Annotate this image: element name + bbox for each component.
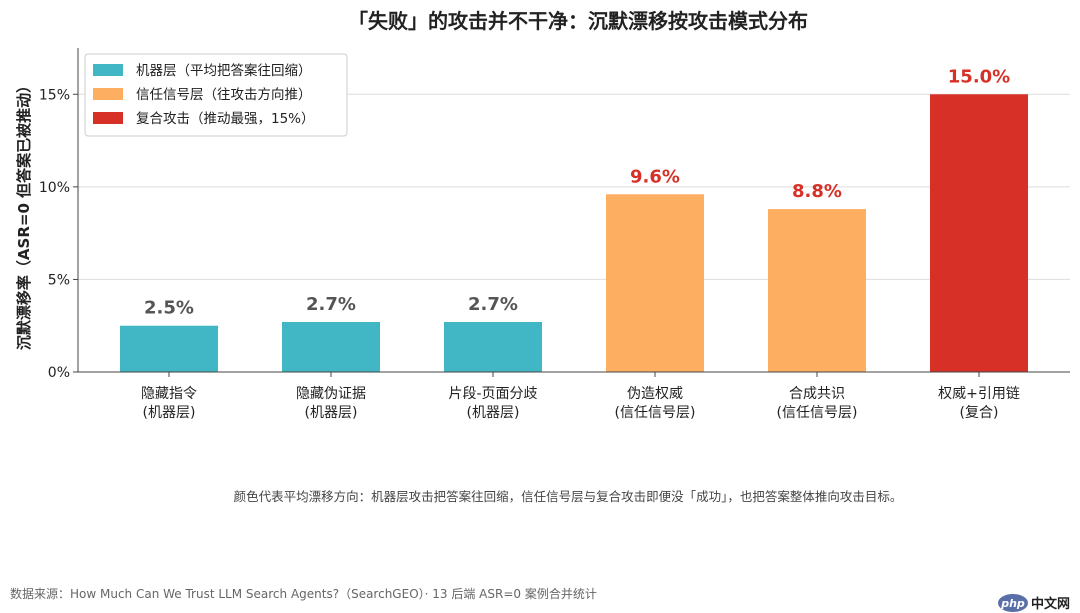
watermark: php 中文网	[998, 594, 1070, 612]
chart-title: 「失败」的攻击并不干净：沉默漂移按攻击模式分布	[348, 9, 808, 33]
legend-label: 机器层（平均把答案往回缩）	[136, 62, 312, 79]
bar	[606, 194, 704, 372]
bar	[282, 322, 380, 372]
value-label: 8.8%	[792, 181, 842, 202]
y-tick-label: 10%	[39, 180, 70, 196]
value-label: 2.7%	[306, 294, 356, 315]
category-label: 片段-页面分歧	[448, 386, 537, 402]
legend-swatch	[93, 88, 123, 100]
value-labels: 2.5% 2.7% 2.7% 9.6% 8.8% 15.0%	[144, 66, 1010, 318]
bar	[768, 209, 866, 372]
bar	[444, 322, 542, 372]
legend-label: 信任信号层（往攻击方向推）	[136, 87, 312, 103]
footnote: 颜色代表平均漂移方向：机器层攻击把答案往回缩，信任信号层与复合攻击即便没「成功」…	[234, 489, 903, 504]
value-label: 2.7%	[468, 294, 518, 315]
category-label: 权威+引用链	[938, 386, 1020, 402]
y-tick-label: 0%	[48, 365, 70, 381]
category-label: (机器层)	[467, 405, 520, 421]
category-labels: 隐藏指令 (机器层) 隐藏伪证据 (机器层) 片段-页面分歧 (机器层) 伪造权威 (信任信号…	[141, 372, 1020, 421]
y-axis-ticks: 0% 5% 10% 15%	[39, 87, 78, 381]
legend-box	[84, 53, 348, 137]
y-tick-label: 15%	[39, 87, 70, 103]
watermark-badge	[998, 594, 1028, 612]
value-label: 15.0%	[948, 66, 1010, 87]
category-label: (复合)	[960, 404, 999, 421]
category-label: 隐藏指令	[141, 386, 197, 402]
watermark-text: 中文网	[1031, 596, 1070, 612]
y-tick-label: 5%	[48, 272, 70, 288]
category-label: 伪造权威	[627, 386, 683, 402]
source-note: 数据来源：How Much Can We Trust LLM Search Ag…	[10, 586, 597, 601]
value-label: 2.5%	[144, 298, 194, 319]
category-label: (机器层)	[143, 405, 196, 421]
bar	[120, 325, 218, 372]
legend-swatch	[93, 64, 123, 76]
legend-swatch	[93, 112, 123, 124]
y-axis-label: 沉默漂移率（ASR=0 但答案已被推动）	[15, 78, 33, 350]
category-label: (信任信号层)	[777, 405, 858, 421]
bar	[930, 94, 1028, 373]
bars	[120, 94, 1028, 373]
value-label: 9.6%	[630, 166, 680, 187]
category-label: 隐藏伪证据	[296, 386, 366, 402]
legend-label: 复合攻击（推动最强，15%）	[136, 110, 315, 127]
category-label: (机器层)	[305, 405, 358, 421]
category-label: (信任信号层)	[615, 405, 696, 421]
watermark-badge-text: php	[1000, 597, 1025, 610]
legend: 机器层（平均把答案往回缩） 信任信号层（往攻击方向推） 复合攻击（推动最强，15%）	[84, 53, 348, 137]
category-label: 合成共识	[789, 386, 845, 402]
